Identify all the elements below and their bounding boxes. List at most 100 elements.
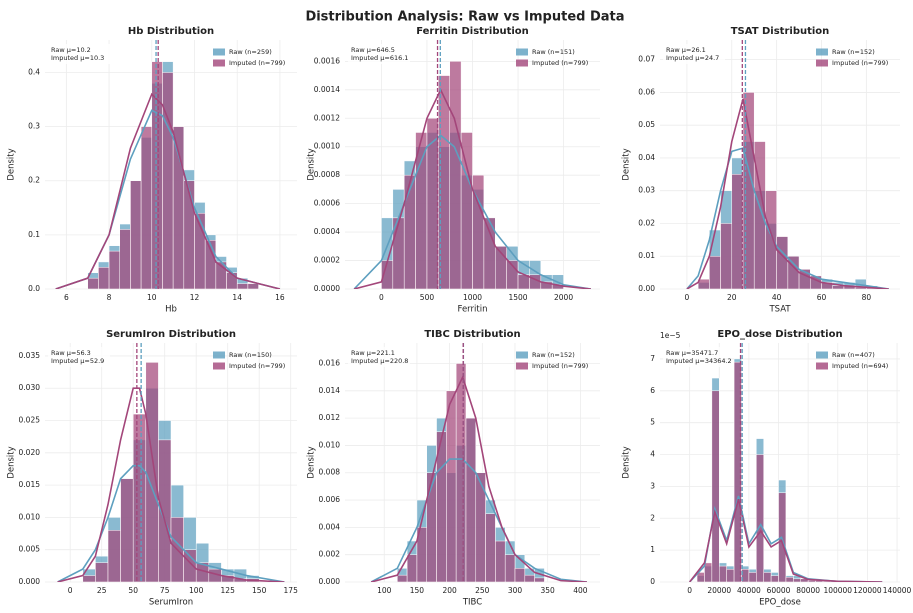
histogram-bar <box>183 549 197 582</box>
subplot-title: Hb Distribution <box>128 26 214 37</box>
y-tick-label: 0.1 <box>28 230 40 239</box>
x-tick-label: 80000 <box>796 586 820 595</box>
legend-label: Imputed (n=799) <box>832 59 888 67</box>
y-tick-label: 0.0 <box>28 284 40 293</box>
histogram-bar <box>763 572 772 582</box>
legend-swatch <box>213 48 225 56</box>
histogram-bar <box>787 255 800 289</box>
y-tick-label: 4 <box>650 450 655 459</box>
y-tick-label: 0.012 <box>319 413 341 422</box>
plot-content <box>686 40 889 289</box>
legend-label: Raw (n=152) <box>832 48 875 56</box>
legend-label: Raw (n=259) <box>229 48 272 56</box>
x-tick-label: 150 <box>410 586 425 595</box>
histogram-bar <box>495 540 506 582</box>
annotation-box <box>48 347 110 367</box>
y-tick-label: 0.006 <box>319 495 341 504</box>
kde-line <box>370 374 587 582</box>
subplot-title: TSAT Distribution <box>731 26 830 37</box>
kde-line <box>55 92 281 289</box>
subplot: 0 20 40 60 80 0.00 0.01 0.02 0.03 0.04 0.05 0.06 0.0… <box>622 26 900 315</box>
histogram-bar <box>742 92 755 289</box>
x-tick-label: 10 <box>147 293 157 302</box>
x-tick-label: 250 <box>475 586 490 595</box>
annotation-box <box>48 44 110 64</box>
subplot-title: TIBC Distribution <box>424 329 520 340</box>
y-tick-label: 0.03 <box>638 186 655 195</box>
y-tick-label: 0.008 <box>319 468 341 477</box>
y-tick-label: 0.02 <box>638 218 655 227</box>
y-tick-label: 0.002 <box>319 550 341 559</box>
histogram-bar <box>426 118 439 289</box>
x-tick-label: 150 <box>252 586 267 595</box>
histogram-bar <box>162 72 174 289</box>
histogram-bar <box>460 132 473 289</box>
x-tick-label: 2000 <box>554 293 573 302</box>
y-tick-label: 0.010 <box>319 440 341 449</box>
x-tick-label: 1000 <box>463 293 482 302</box>
histogram-bar <box>406 554 418 582</box>
plot-content <box>55 40 281 289</box>
subplot: 100 150 200 250 300 350 400 0.000 0.002 0.004 0.00… <box>307 329 600 608</box>
y-axis-label: Density <box>7 446 17 478</box>
legend-swatch <box>516 59 528 67</box>
y-tick-label: 0.0010 <box>314 142 340 151</box>
y-axis-label: Density <box>307 446 317 478</box>
x-tick-label: 50 <box>128 586 138 595</box>
y-tick-label: 0.2 <box>28 176 40 185</box>
x-tick-label: 0 <box>687 586 692 595</box>
legend-swatch <box>516 351 528 359</box>
histogram-bar <box>719 565 727 582</box>
x-tick-label: 6 <box>64 293 69 302</box>
subplot-title: EPO_dose Distribution <box>717 329 842 340</box>
x-tick-label: 175 <box>284 586 299 595</box>
annotation: Raw μ=646.5 <box>351 46 395 54</box>
histogram-bar <box>120 478 134 582</box>
y-tick-label: 0.0014 <box>314 85 340 94</box>
legend-label: Imputed (n=799) <box>229 362 285 370</box>
x-tick-label: 40 <box>772 293 782 302</box>
x-tick-label: 60 <box>817 293 827 302</box>
histogram-bar <box>455 363 467 582</box>
histogram-bar <box>485 513 496 582</box>
histogram-bar <box>158 439 172 582</box>
y-tick-label: 0.000 <box>19 577 41 586</box>
y-tick-label: 7 <box>650 354 655 363</box>
subplot-title: Ferritin Distribution <box>416 26 529 37</box>
y-axis-label: Density <box>7 148 17 180</box>
histogram-bar <box>98 267 110 289</box>
histogram-bar <box>247 283 259 289</box>
histogram-bar <box>426 472 437 582</box>
histogram-bar <box>709 255 721 289</box>
y-tick-label: 0.06 <box>638 87 655 96</box>
plot-content <box>353 40 592 289</box>
x-axis-label: SerumIron <box>149 598 193 608</box>
annotation: Imputed μ=24.7 <box>666 54 719 62</box>
annotation: Imputed μ=220.8 <box>351 357 408 365</box>
y-tick-label: 0.005 <box>19 545 41 554</box>
x-tick-label: 20000 <box>707 586 731 595</box>
x-tick-label: 14 <box>232 293 242 302</box>
x-tick-label: 100 <box>377 586 392 595</box>
histogram-bar <box>403 174 416 289</box>
y-tick-label: 0 <box>650 577 655 586</box>
subplot: 0 500 1000 1500 2000 0.0000 0.0002 0.0004 0.0006… <box>307 26 600 315</box>
histogram-bar <box>140 126 153 289</box>
histogram-bar <box>765 190 777 289</box>
x-tick-label: 1500 <box>508 293 527 302</box>
y-tick-label: 0.025 <box>19 416 41 425</box>
x-axis-label: Hb <box>165 305 177 315</box>
histogram-bar <box>770 575 779 582</box>
legend-swatch <box>816 362 828 370</box>
y-tick-label: 0.000 <box>319 577 341 586</box>
histogram-bar <box>465 417 477 582</box>
histogram-bar <box>720 223 733 289</box>
y-tick-label: 0.0002 <box>314 256 340 265</box>
histogram-bar <box>733 361 742 582</box>
annotation-box <box>348 44 410 64</box>
x-tick-label: 80 <box>862 293 872 302</box>
y-tick-label: 0.3 <box>28 122 40 131</box>
y-tick-label: 0.0008 <box>314 170 340 179</box>
x-tick-label: 0 <box>685 293 690 302</box>
kde-line <box>686 98 889 289</box>
